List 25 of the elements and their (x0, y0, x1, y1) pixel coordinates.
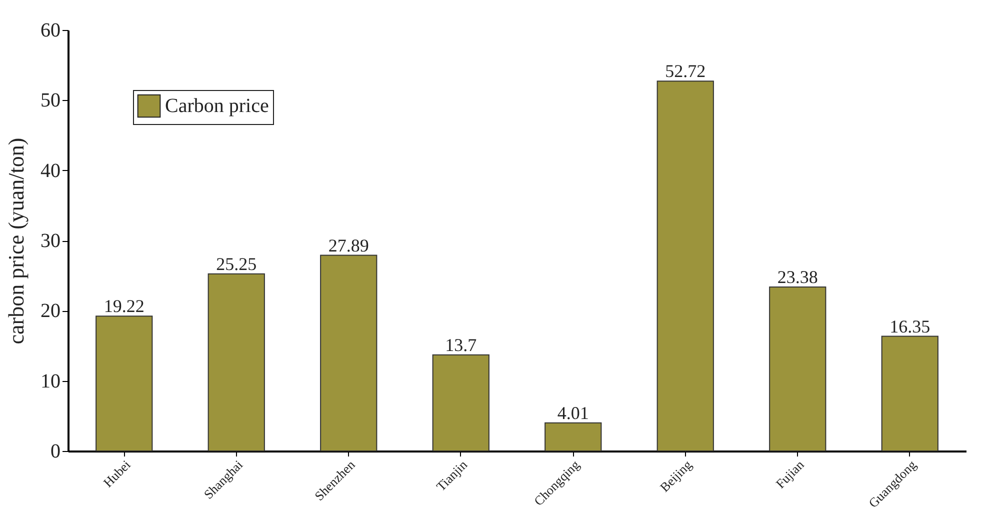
data-label: 16.35 (890, 316, 930, 336)
bar (208, 273, 265, 452)
bar (881, 336, 938, 452)
y-tick-label: 10 (40, 370, 60, 392)
y-tick-label: 20 (40, 300, 60, 322)
bar (96, 316, 153, 452)
bar (544, 422, 602, 452)
data-label: 13.7 (445, 334, 477, 355)
data-label: 25.25 (216, 254, 257, 274)
bar (769, 286, 826, 452)
bar (320, 254, 378, 452)
y-tick-label: 40 (40, 160, 60, 182)
legend-label: Carbon price (165, 95, 269, 117)
data-label: 23.38 (777, 266, 818, 287)
data-label: 4.01 (557, 402, 589, 423)
bar (432, 354, 490, 452)
y-tick-label: 50 (40, 90, 60, 112)
y-tick-label: 30 (40, 230, 60, 252)
data-label: 27.89 (328, 235, 369, 256)
data-label: 19.22 (104, 296, 144, 316)
y-axis-title: carbon price (yuan/ton) (4, 138, 28, 344)
y-tick-label: 60 (40, 20, 60, 42)
bar (656, 80, 714, 452)
data-label: 52.72 (665, 61, 706, 82)
y-tick-label: 0 (50, 440, 60, 462)
